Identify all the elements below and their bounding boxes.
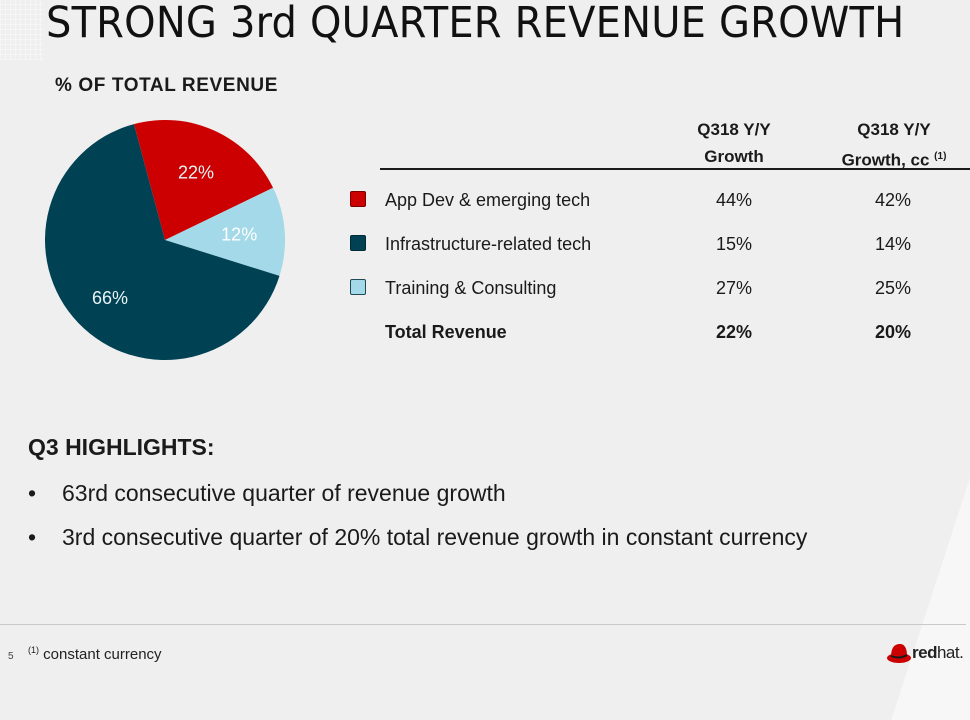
column-header-growth-cc: Q318 Y/Y Growth, cc (1) [824, 116, 964, 174]
column-header-growth: Q318 Y/Y Growth [674, 116, 794, 170]
pie-slice-label: 22% [178, 162, 214, 182]
footnote-ref: (1) [934, 151, 947, 162]
table-row: Training & Consulting 27% 25% [340, 276, 970, 306]
column-header-line1: Q318 Y/Y [697, 120, 771, 139]
row-label: Infrastructure-related tech [385, 234, 592, 254]
pie-slice-label: 12% [221, 225, 257, 245]
growth-value: 27% [715, 278, 753, 298]
highlight-item: • 3rd consecutive quarter of 20% total re… [28, 524, 807, 551]
header-divider [380, 168, 970, 170]
redhat-logo: redhat. [886, 641, 966, 665]
highlight-item: • 63rd consecutive quarter of revenue gro… [28, 480, 506, 507]
row-label: App Dev & emerging tech [385, 190, 591, 210]
bullet-icon: • [28, 524, 37, 550]
page-number: 5 [8, 651, 14, 662]
legend-swatch-infrastructure [350, 235, 366, 251]
footnote-text: constant currency [39, 646, 162, 663]
highlight-text: 3rd consecutive quarter of 20% total rev… [62, 524, 808, 550]
corner-decoration [0, 0, 44, 60]
growth-cc-value: 14% [874, 234, 912, 254]
growth-cc-value: 25% [874, 278, 912, 298]
footnote-marker: (1) [28, 645, 39, 655]
pie-slice-label: 66% [92, 288, 128, 308]
growth-value: 15% [715, 234, 753, 254]
table-row: Infrastructure-related tech 15% 14% [340, 232, 970, 262]
footnote: (1) constant currency [28, 645, 162, 663]
pie-slice-training-consulting [165, 187, 285, 276]
legend-swatch-app-dev [350, 191, 366, 207]
footer-divider [0, 624, 966, 625]
table-row-total: Total Revenue 22% 20% [340, 320, 970, 350]
shadowman-hat-icon [887, 644, 911, 663]
pie-slice-infrastructure-related-tech [45, 124, 280, 360]
row-label: Total Revenue [385, 322, 507, 342]
growth-value: 22% [715, 322, 753, 342]
highlights-title: Q3 HIGHLIGHTS: [28, 434, 215, 460]
pie-chart-title: % OF TOTAL REVENUE [55, 75, 278, 96]
slide-title: STRONG 3rd QUARTER REVENUE GROWTH [46, 0, 905, 48]
background-stripe [891, 420, 970, 720]
pie-slice-app-dev-emerging-tech [133, 120, 274, 240]
logo-wordmark-light: hat. [936, 643, 964, 662]
growth-cc-value: 42% [874, 190, 912, 210]
column-header-line2: Growth, cc [841, 150, 930, 170]
row-label: Training & Consulting [385, 278, 557, 298]
pie-chart: 22% 12% 66% [45, 120, 285, 360]
legend-swatch-training [350, 279, 366, 295]
bullet-icon: • [28, 480, 37, 506]
column-header-line1: Q318 Y/Y [857, 120, 931, 139]
logo-wordmark: redhat. [912, 643, 964, 663]
growth-value: 44% [715, 190, 753, 210]
table-row: App Dev & emerging tech 44% 42% [340, 188, 970, 218]
highlight-text: 63rd consecutive quarter of revenue grow… [62, 480, 506, 506]
logo-wordmark-bold: red [912, 643, 937, 662]
growth-cc-value: 20% [874, 322, 912, 342]
column-header-line2: Growth [704, 147, 764, 166]
